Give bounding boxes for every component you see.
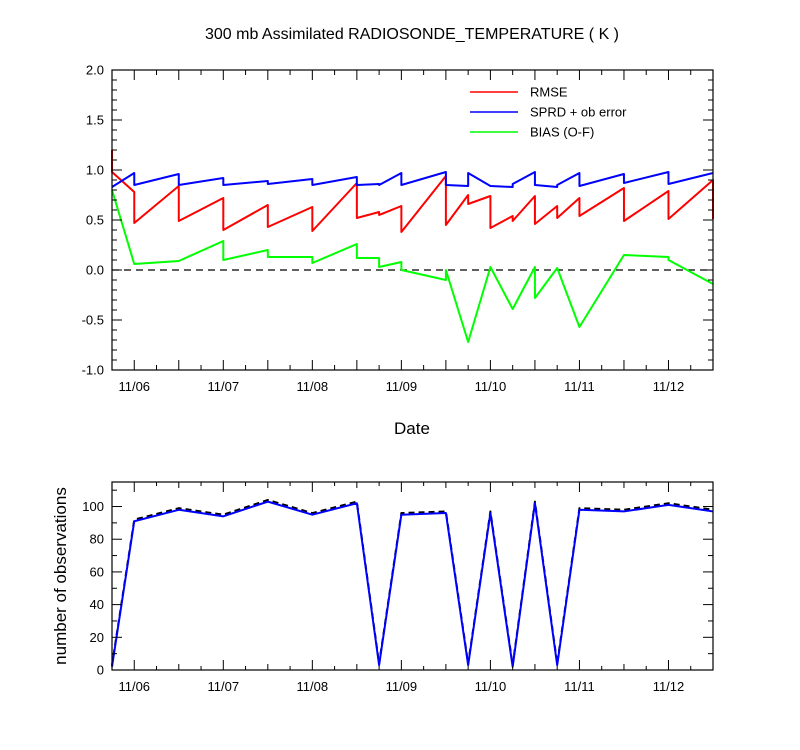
top-series-layer xyxy=(111,150,714,343)
x-tick-label: 11/09 xyxy=(386,679,418,694)
x-tick-label: 11/10 xyxy=(475,679,507,694)
y-tick-label: 100 xyxy=(82,499,104,514)
y-tick-label: 0 xyxy=(97,663,104,678)
y-tick-label: -1.0 xyxy=(82,363,104,378)
series-line-bias-o-f xyxy=(111,189,714,343)
bottom-plot-frame xyxy=(111,481,714,671)
y-tick-label: 0.0 xyxy=(86,263,104,278)
top-chart: 300 mb Assimilated RADIOSONDE_TEMPERATUR… xyxy=(82,26,714,438)
x-tick-label: 11/10 xyxy=(475,379,507,394)
y-tick-label: 2.0 xyxy=(86,63,104,78)
legend-label: RMSE xyxy=(530,85,568,100)
series-line-rmse xyxy=(111,150,714,233)
chart-title: 300 mb Assimilated RADIOSONDE_TEMPERATUR… xyxy=(205,26,619,43)
x-tick-label: 11/12 xyxy=(653,379,685,394)
x-tick-label: 11/08 xyxy=(297,379,329,394)
y-tick-label: 40 xyxy=(90,597,104,612)
bottom-series-layer xyxy=(111,498,714,668)
x-tick-label: 11/06 xyxy=(118,679,150,694)
top-ticks-layer: -1.0 -0.5 0.0 0.5 1.0 1.5 2.0 11/06 11/07 11/08 11… xyxy=(82,63,714,394)
y-tick-label: -0.5 xyxy=(82,313,104,328)
y-tick-label: 80 xyxy=(90,532,104,547)
series-line-used xyxy=(111,500,714,668)
y-tick-label: 1.0 xyxy=(86,163,104,178)
y-tick-label: 0.5 xyxy=(86,213,104,228)
y-tick-label: 1.5 xyxy=(86,113,104,128)
legend-label: SPRD + ob error xyxy=(530,105,627,120)
bottom-chart: 0 20 40 60 80 100 11/06 11/07 11/08 11/09 11/10 11/… xyxy=(51,481,714,694)
x-tick-label: 11/08 xyxy=(297,679,329,694)
series-line-sprd-ob-error xyxy=(111,171,714,188)
y-axis-title: number of observations xyxy=(51,487,70,665)
legend-label: BIAS (O-F) xyxy=(530,125,594,140)
x-tick-label: 11/09 xyxy=(386,379,418,394)
bottom-ticks-layer: 0 20 40 60 80 100 11/06 11/07 11/08 11/09 11/10 11/… xyxy=(82,482,714,694)
x-tick-label: 11/07 xyxy=(208,379,240,394)
legend: RMSE SPRD + ob error BIAS (O-F) xyxy=(470,85,627,140)
x-axis-title: Date xyxy=(394,419,430,438)
x-tick-label: 11/11 xyxy=(564,379,595,394)
x-tick-label: 11/11 xyxy=(564,679,595,694)
x-tick-label: 11/12 xyxy=(653,679,685,694)
y-tick-label: 60 xyxy=(90,564,104,579)
x-tick-label: 11/07 xyxy=(208,679,240,694)
series-line-possible xyxy=(111,498,714,667)
y-tick-label: 20 xyxy=(90,630,104,645)
x-tick-label: 11/06 xyxy=(118,379,150,394)
